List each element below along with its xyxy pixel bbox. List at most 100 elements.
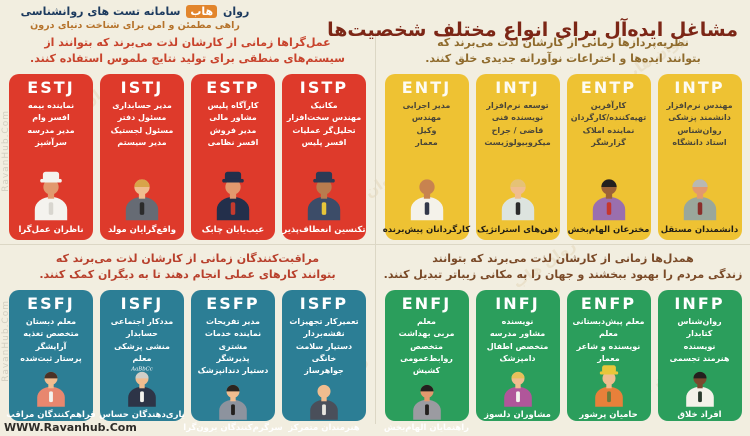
job-item: پرستار ثبت‌شده [20, 354, 82, 364]
job-item: نماینده بیمه [27, 100, 75, 110]
personality-group-label: تکنسین انعطاف‌پذیر [282, 224, 366, 235]
job-item: مهندس [411, 113, 442, 123]
personality-group-label: ذهن‌های استراتژیک [476, 224, 559, 235]
website-url: WWW.Ravanhub.Com [4, 421, 137, 434]
job-list: معلم پیش‌دبستانی معلم نویسنده و شاعر معمار [570, 316, 648, 366]
job-item: نماینده املاک [582, 125, 635, 135]
person-icon [34, 171, 68, 221]
personality-type-code: ESFP [206, 293, 260, 313]
job-item: توسعه نرم‌افزار [486, 100, 549, 110]
job-item: دامپزشک [499, 354, 536, 364]
personality-type-code: ENTJ [401, 77, 452, 97]
description-line: نظریه‌پردازها زمانی از کارشان لذت می‌برن… [437, 36, 689, 49]
job-item: قاضی / جراح [491, 125, 544, 135]
personality-group-label: یاری‌دهندگان حساس [99, 410, 185, 421]
job-item: نقشه‌بردار [303, 329, 345, 339]
personality-card-infp: INFP روان‌شناس کتابدار نویسنده هنرمند تجسمی… [657, 289, 742, 421]
personality-group-label: دانشمندان مستقل [660, 224, 739, 235]
personality-type-code: ISFJ [120, 293, 164, 313]
job-item: حسابدار [126, 329, 158, 339]
personality-type-code: INFJ [495, 293, 540, 313]
logo-brand-suffix: سامانه تست های روانشناسی [20, 5, 181, 18]
job-item: نماینده خدمات مشتری [204, 329, 262, 351]
job-item: مدیر تفریحات [206, 316, 260, 326]
job-item: جواهرساز [304, 366, 344, 376]
job-item: مکانیک [310, 100, 338, 110]
description-line: مراقبت‌کنندگان زمانی از کارشان لذت می‌بر… [55, 252, 320, 265]
job-list: کارآفرین تهیه‌کننده/کارگردان نماینده املاک… [570, 100, 648, 150]
personality-type-code: ENFJ [401, 293, 452, 313]
person-icon [683, 179, 716, 221]
personality-card-entp: ENTP کارآفرین تهیه‌کننده/کارگردان نماینده … [566, 73, 651, 240]
character-teacher-writing-illustration: AaBbCc [103, 365, 181, 408]
job-item: نویسنده [501, 316, 534, 326]
personality-card-estj: ESTJ نماینده بیمه افسر وام مدیر مدرسه سرآشپ… [9, 73, 93, 240]
ravanhub-logo: روان هاب سامانه تست های روانشناسی راهی م… [16, 5, 254, 31]
quadrant-practical-description: عمل‌گراها زمانی از کارشان لذت می‌برند که… [6, 35, 369, 67]
person-icon [125, 179, 159, 221]
character-chef-illustration [12, 149, 90, 221]
personality-type-code: INTJ [495, 77, 540, 97]
job-item: معلم [132, 354, 152, 364]
job-list: مهندس نرم‌افزار دانشمند پزشکی روان‌شناس است… [661, 100, 739, 150]
job-list: نویسنده مشاور مدرسه متخصص اطفال دامپزشک [479, 316, 557, 366]
personality-type-code: INFP [674, 293, 725, 313]
description-line: عمل‌گراها زمانی از کارشان لذت می‌برند که… [44, 36, 331, 49]
job-item: کارآگاه پلیس [207, 100, 259, 110]
job-item: دانشمند پزشکی [668, 113, 731, 123]
job-item: مشاور مالی [209, 113, 257, 123]
description-line: سیستم‌های منطقی برای تولید نتایج ملموس ا… [30, 51, 345, 65]
quadrant-caretakers: مراقبت‌کنندگان زمانی از کارشان لذت می‌بر… [0, 244, 375, 433]
job-item: مسئول لجستیک [110, 125, 174, 135]
job-item: افسر وام [32, 113, 70, 123]
job-item: هنرمند تجسمی [669, 354, 730, 364]
personality-card-intp: INTP مهندس نرم‌افزار دانشمند پزشکی روان‌شن… [657, 73, 742, 240]
quadrant-empaths: همدل‌ها زمانی از کارشان لذت می‌برند که ب… [375, 244, 750, 433]
character-visual-artist-illustration [661, 365, 739, 408]
description-line: بتوانند ایده‌ها و اختراعات نوآورانه جدید… [425, 51, 701, 65]
person-icon [216, 171, 250, 221]
job-item: مدیر سیستم [117, 138, 167, 148]
logo-hub-badge: هاب [186, 5, 218, 18]
job-item: کتابدار [686, 329, 713, 339]
job-list: روان‌شناس کتابدار نویسنده هنرمند تجسمی [661, 316, 739, 366]
person-icon [307, 171, 341, 221]
character-veterinarian-with-dog-illustration [479, 365, 557, 408]
personality-group-label: واقع‌گرایان مولد [108, 224, 177, 235]
job-item: میکروبیولوژیست [484, 138, 551, 148]
job-item: مددکار اجتماعی [110, 316, 174, 326]
person-icon [219, 384, 247, 420]
job-item: مهندس نرم‌افزار [666, 100, 733, 110]
personality-group-label: حامیان پرشور [579, 410, 638, 421]
job-item: استاد دانشگاه [672, 138, 727, 148]
job-item: کشیش [412, 366, 441, 376]
job-item: سرآشپز [35, 138, 67, 148]
character-gardener-planting-tree-illustration [570, 365, 648, 408]
job-item: نویسنده و شاعر [576, 341, 641, 351]
job-item: دستیار سلامت خانگی [295, 341, 353, 364]
personality-card-enfp: ENFP معلم پیش‌دبستانی معلم نویسنده و شاعر م… [566, 289, 651, 421]
job-list: نماینده بیمه افسر وام مدیر مدرسه سرآشپز [12, 100, 90, 150]
card-row-caretakers: ESFJ معلم دبستان متخصص تغذیه آرایشگر پرستار… [6, 289, 369, 433]
job-item: معلم [598, 329, 618, 339]
logo-tagline: راهی مطمئن و امن برای شناخت دنیای درون [30, 20, 240, 31]
job-item: منشی پزشکی [114, 341, 170, 351]
job-item: روان‌شناس [677, 125, 722, 135]
job-item: مهندس سخت‌افزار [286, 113, 362, 123]
personality-card-istj: ISTJ مدیر حسابداری مسئول دفتر مسئول لجستیک… [100, 73, 184, 240]
character-executive-in-white-coat-illustration [388, 149, 466, 221]
personality-type-code: ESFJ [27, 293, 75, 313]
job-list: تعمیرکار تجهیزات نقشه‌بردار دستیار سلامت خ… [285, 316, 363, 378]
card-row-theorists: ENTJ مدیر اجرایی مهندس وکیل معمار کارگردانا… [382, 73, 744, 240]
personality-type-code: ENTP [580, 77, 637, 97]
personality-card-entj: ENTJ مدیر اجرایی مهندس وکیل معمار کارگردانا… [383, 73, 470, 240]
person-icon [594, 365, 623, 408]
personality-grid: عمل‌گراها زمانی از کارشان لذت می‌برند که… [0, 32, 750, 433]
character-jeweler-illustration [285, 378, 363, 420]
person-icon [592, 179, 625, 221]
personality-card-esfj: ESFJ معلم دبستان متخصص تغذیه آرایشگر پرستار… [6, 289, 96, 421]
character-police-officer-illustration [285, 149, 363, 221]
personality-group-label: مخترعان الهام‌بخش [567, 224, 650, 235]
person-icon [37, 372, 65, 408]
job-item: تحلیل‌گر عملیات [292, 125, 356, 135]
